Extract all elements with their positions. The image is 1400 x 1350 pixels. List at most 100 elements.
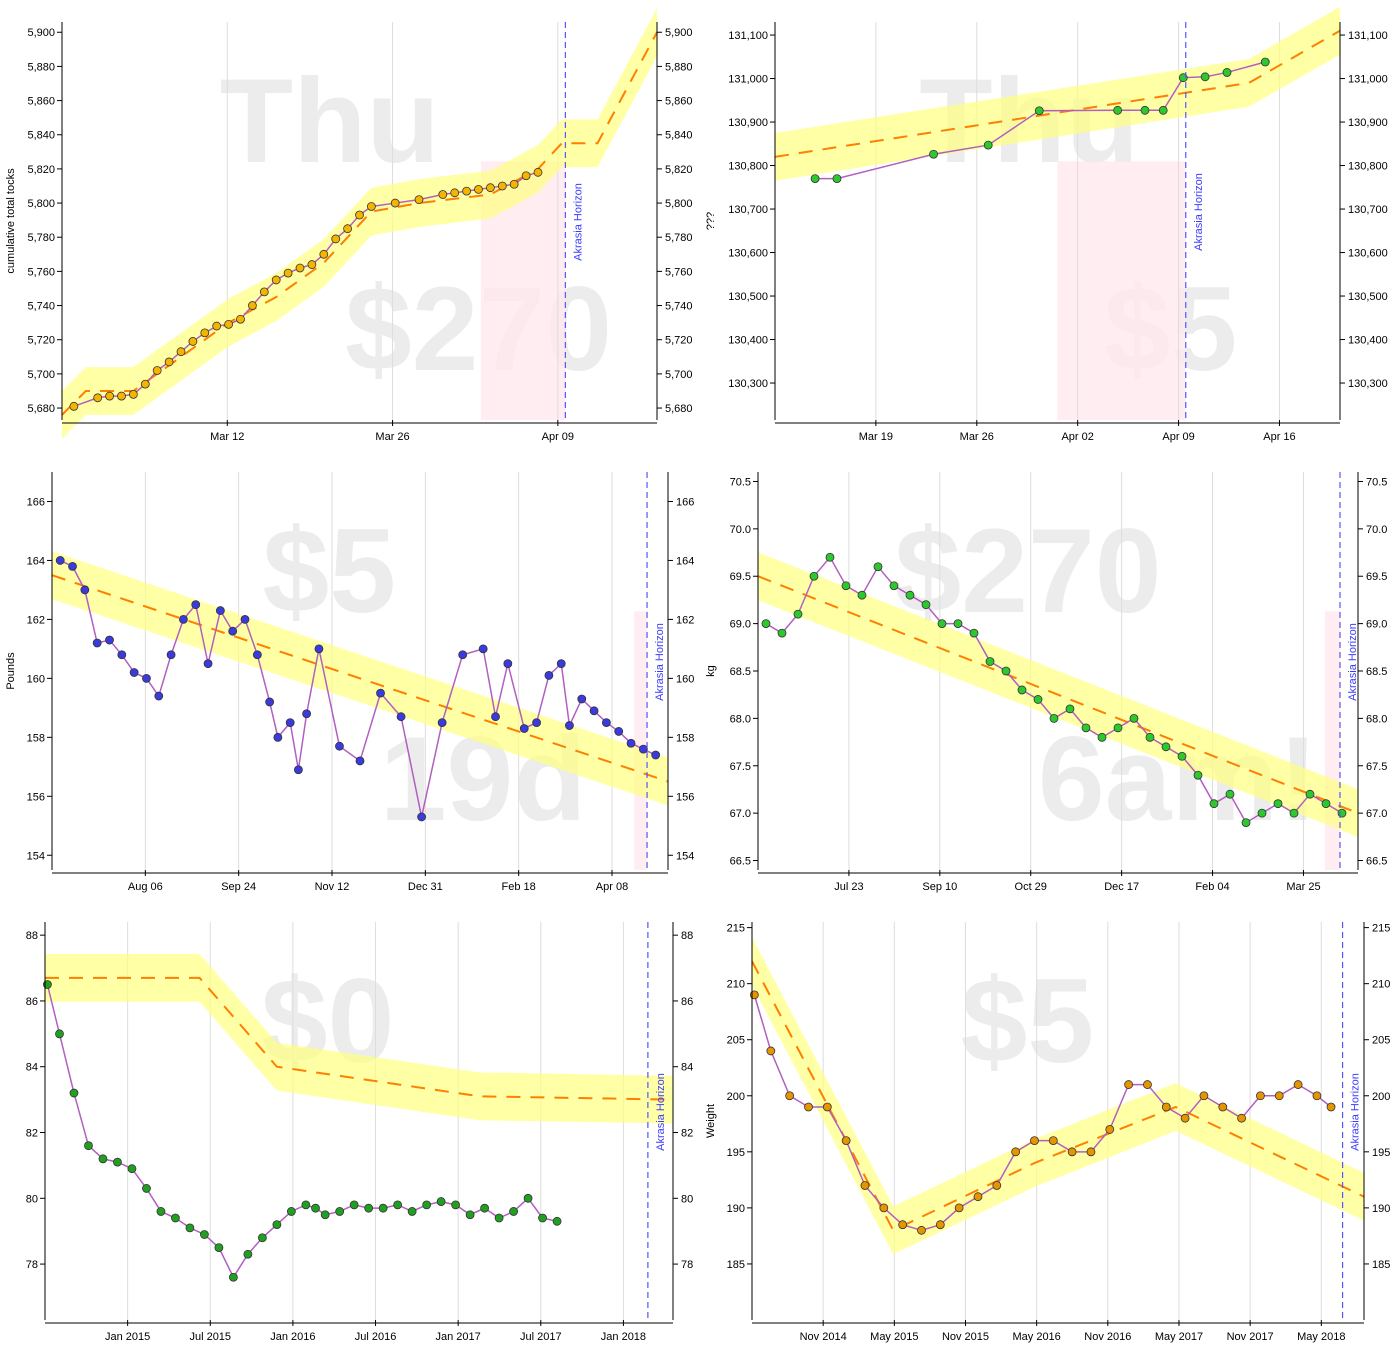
data-point [1237,1113,1246,1123]
data-point [1158,105,1168,115]
data-point [437,718,447,727]
data-point [1030,1136,1039,1146]
y-tick-label-right: 154 [676,850,694,862]
data-point [1048,1136,1058,1146]
x-tick-label: Nov 2017 [1227,1331,1274,1343]
data-point [320,1210,330,1220]
y-tick-label-right: 131,000 [1348,74,1388,86]
data-point [224,319,234,329]
data-point [422,1200,432,1210]
x-tick-label: Nov 12 [315,881,350,893]
y-tick-label-left: 130,800 [728,161,768,173]
x-tick-label: Nov 2015 [942,1331,989,1343]
x-tick-label: Apr 08 [596,881,628,893]
data-point [1161,1102,1171,1112]
akrasia-horizon-label: Akrasia Horizon [1350,1073,1362,1151]
data-point [921,600,931,610]
y-tick-label-left: 156 [27,791,45,803]
data-point [1260,57,1270,67]
data-point [825,552,835,562]
akrasia-zone [1325,611,1340,870]
data-point [1180,1113,1190,1123]
road-centerline [51,574,669,783]
watermark-top: $5 [262,504,395,638]
y-tick-label-right: 66.5 [1366,856,1387,868]
y-tick-label-left: 5,740 [27,301,55,313]
data-point [532,718,541,727]
y-tick-label-left: 70.5 [730,476,751,488]
y-tick-label-right: 67.5 [1366,761,1387,773]
x-tick-label: Jul 2016 [355,1331,397,1343]
y-tick-label-right: 130,900 [1348,117,1388,129]
akrasia-horizon-label: Akrasia Horizon [654,623,666,701]
data-point [1129,713,1139,723]
data-point [302,709,312,719]
data-point [565,721,574,730]
akrasia-horizon-label: Akrasia Horizon [1347,623,1359,701]
y-tick-label-left: 130,300 [728,378,768,390]
data-point [1293,1080,1303,1089]
data-point [414,195,424,205]
data-point [179,615,188,624]
data-point [295,263,305,273]
data-point [879,1203,889,1213]
data-point [396,712,406,722]
data-point [1241,818,1251,828]
x-tick-label: Jan 2018 [601,1331,646,1343]
data-point [474,184,483,194]
chart-panel-4: $270 6am! Jul 23 Sep 10 Oct 29 Dec 17 Feb 04 Ma… [700,450,1400,900]
y-tick-label-left: 131,100 [728,30,768,42]
y-tick-label-right: 131,100 [1348,30,1388,42]
data-point [171,1213,180,1223]
x-tick-label: Sep 10 [922,881,957,893]
data-point [252,650,262,660]
x-tick-label: Mar 26 [960,431,994,443]
data-point [450,188,460,198]
data-point [519,724,529,733]
data-point [985,657,995,666]
data-point [509,179,519,189]
data-point [1105,1125,1115,1134]
data-point [212,321,222,331]
x-tick-label: Feb 18 [502,881,536,893]
data-point [841,581,851,591]
data-point [491,712,500,722]
x-tick-label: Feb 04 [1195,881,1229,893]
y-tick-label-left: 130,900 [728,117,768,129]
data-point [335,741,344,751]
data-point [1017,685,1027,695]
data-point [1209,799,1219,809]
y-tick-label-left: 5,820 [27,164,55,176]
x-tick-label: May 2015 [870,1331,918,1343]
y-tick-label-left: 130,400 [728,335,768,347]
data-point [544,671,554,680]
y-tick-label-left: 130,700 [728,204,768,216]
data-point [84,1141,93,1151]
y-tick-label-right: 130,700 [1348,204,1388,216]
data-point [92,638,102,648]
y-tick-label-left: 210 [727,979,745,991]
akrasia-zone [634,611,648,870]
chart-svg-6: $5 Nov 2014 May 2015 Nov 2015 May 2016 Nov 20… [700,900,1400,1350]
data-point [243,1249,253,1259]
data-point [436,1197,446,1206]
data-point [166,650,176,660]
data-point [364,1203,374,1213]
data-point [80,585,90,595]
x-tick-label: Jan 2016 [270,1331,315,1343]
y-tick-label-right: 5,760 [665,266,693,278]
y-tick-label-right: 5,820 [665,164,693,176]
y-tick-label-right: 86 [681,996,693,1008]
data-point [1001,666,1011,676]
data-point [1097,732,1107,742]
x-tick-label: Jul 2015 [189,1331,231,1343]
data-point [152,366,162,375]
y-tick-label-left: 190 [727,1203,745,1215]
data-point [953,619,963,629]
y-tick-label-right: 5,720 [665,335,693,347]
y-tick-label-right: 80 [681,1193,693,1205]
